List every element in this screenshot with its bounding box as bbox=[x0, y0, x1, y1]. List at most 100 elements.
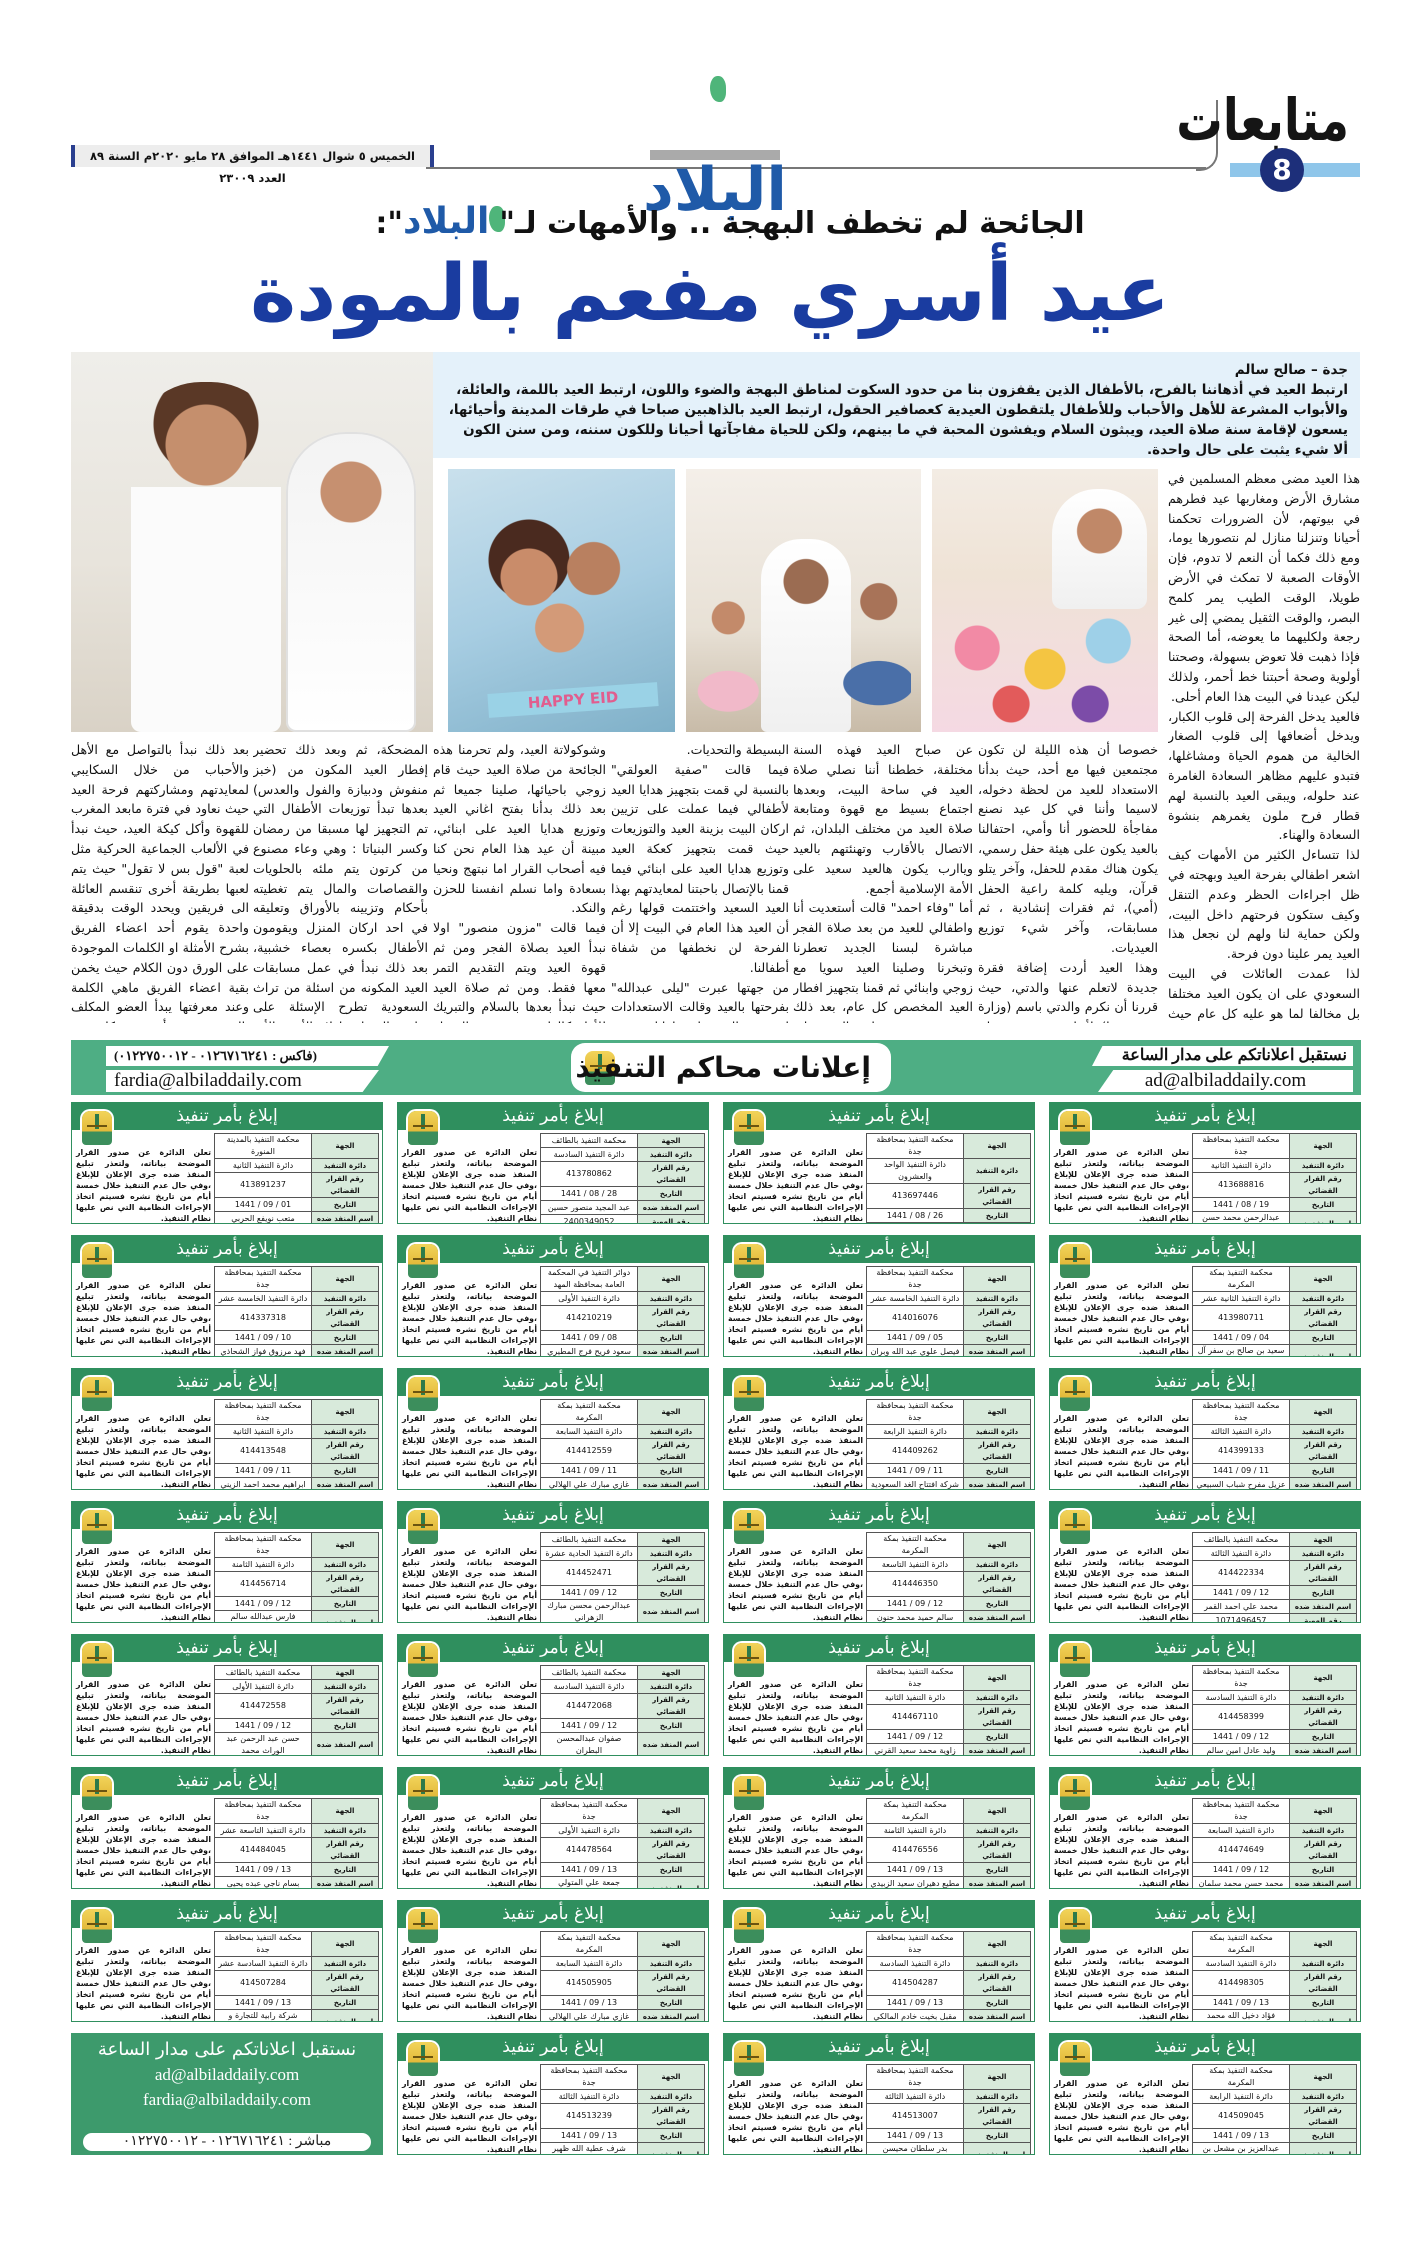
ad-table-row: اسم المنفذ ضده عبد المجيد منصور حسين bbox=[540, 1200, 705, 1215]
ad-field-value: 413688816 bbox=[1192, 1172, 1290, 1198]
ad-field-value: محكمة التنفيذ بالطائف bbox=[540, 1133, 638, 1148]
ad-body-text: تعلن الدائرة عن صدور القرار الموضحة بيان… bbox=[76, 1148, 211, 1223]
ad-field-label: الجهة bbox=[311, 1798, 379, 1824]
ad-field-value: دائرة التنفيذ السادسة عشر bbox=[214, 1956, 312, 1971]
ad-table-row: دائرة التنفيذ دائرة التنفيذ السادسة bbox=[866, 1956, 1031, 1971]
ad-field-value: 12 / 09 / 1441 bbox=[1192, 1729, 1290, 1744]
execution-notice-ad: إبلاغ بأمر تنفيذ الجهة محكمة التنفيذ بمكة … bbox=[1049, 1900, 1361, 2022]
paragraph: المضحكة، ثم وبعد ذلك تحضير إفطار العيد ا… bbox=[253, 742, 428, 1023]
ad-table-row: دائرة التنفيذ دائرة التنفيذ الثالثة bbox=[1192, 1546, 1357, 1561]
ad-field-value: 414484045 bbox=[214, 1837, 312, 1863]
justice-emblem-icon bbox=[408, 2042, 438, 2076]
ad-field-value: محكمة التنفيذ بمحافظة جدة bbox=[540, 2064, 638, 2090]
ad-field-value: 11 / 09 / 1441 bbox=[866, 1463, 964, 1478]
ad-field-value: فارس عبدالله سالم عبدالسلام bbox=[214, 1610, 312, 1622]
ad-field-label: رقم القرار القضائي bbox=[963, 1970, 1031, 1996]
ad-table-row: دائرة التنفيذ دائرة التنفيذ السادسة bbox=[1192, 1956, 1357, 1971]
justice-emblem-icon bbox=[1060, 1111, 1090, 1145]
ad-table-row: دائرة التنفيذ دائرة التنفيذ السادسة bbox=[1192, 1690, 1357, 1705]
ad-details-table: الجهة محكمة التنفيذ بمكة المكرمة دائرة الت… bbox=[1192, 1931, 1357, 2021]
ad-title: إبلاغ بأمر تنفيذ bbox=[398, 1502, 708, 1529]
map-leaf-icon bbox=[489, 206, 506, 232]
ad-table-row: رقم القرار القضائي 413891237 bbox=[214, 1172, 379, 1198]
ad-field-label: رقم القرار القضائي bbox=[963, 1183, 1031, 1209]
kicker-text: الجائحة لم تخطف البهجة .. والأمهات لـ" bbox=[499, 206, 1085, 241]
ad-field-label: دائرة التنفيذ bbox=[637, 2089, 705, 2104]
ad-details-table: الجهة محكمة التنفيذ بمحافظة جدة دائرة التن… bbox=[540, 2064, 705, 2154]
ad-field-value: حسن عبد الرحمن عبد الوراث محمد bbox=[214, 1732, 312, 1755]
ad-field-label: اسم المنفذ ضده bbox=[637, 1876, 705, 1888]
ad-title: إبلاغ بأمر تنفيذ bbox=[398, 1236, 708, 1263]
ad-field-value: محكمة التنفيذ بمحافظة جدة bbox=[866, 1931, 964, 1957]
ad-field-value: 414513007 bbox=[866, 2103, 964, 2129]
ad-table-row: اسم المنفذ ضده غازي مبارك علي الهلالي bbox=[540, 1477, 705, 1489]
ad-field-label: الجهة bbox=[963, 1133, 1031, 1159]
logo-text: البلاد bbox=[643, 155, 787, 225]
ad-field-label: الجهة bbox=[1289, 1532, 1357, 1547]
ad-field-value: جمعة علي المتولي الجوهري bbox=[540, 1876, 638, 1888]
ad-field-label: دائرة التنفيذ bbox=[1289, 1158, 1357, 1173]
ad-field-value: دائرة التنفيذ الأولى bbox=[214, 1679, 312, 1694]
banner-email-fardia[interactable]: fardia@albiladdaily.com bbox=[106, 1070, 379, 1092]
paragraph: عن صباح العيد فهذه السنة مختلفة، خططنا أ… bbox=[793, 742, 973, 896]
execution-notice-ad: إبلاغ بأمر تنفيذ الجهة محكمة التنفيذ بمكة … bbox=[397, 1900, 709, 2022]
banner-email-ads[interactable]: ad@albiladdaily.com bbox=[1098, 1070, 1353, 1092]
ad-table-row: دائرة التنفيذ دائرة التنفيذ السادسة bbox=[540, 1147, 705, 1162]
ad-field-label: الجهة bbox=[311, 1133, 379, 1159]
execution-notice-ad: إبلاغ بأمر تنفيذ الجهة محكمة التنفيذ بمكة … bbox=[723, 1501, 1035, 1623]
photo-eid-sweets bbox=[932, 469, 1158, 732]
ad-title: إبلاغ بأمر تنفيذ bbox=[72, 1103, 382, 1130]
ad-body-text: تعلن الدائرة عن صدور القرار الموضحة بيان… bbox=[1054, 1813, 1189, 1888]
ad-table-row: الجهة محكمة التنفيذ بمحافظة جدة bbox=[1192, 1133, 1357, 1159]
ad-field-value: زاوية محمد سعيد القرني bbox=[866, 1743, 964, 1755]
ad-field-label: اسم المنفذ ضده bbox=[637, 1599, 705, 1622]
ad-field-label: التاريخ bbox=[963, 1208, 1031, 1223]
ad-field-value: محكمة التنفيذ بمكة المكرمة bbox=[1192, 1931, 1290, 1957]
contact-email-fardia[interactable]: fardia@albiladdaily.com bbox=[143, 2090, 311, 2109]
ad-field-label: دائرة التنفيذ bbox=[1289, 1424, 1357, 1439]
justice-emblem-icon bbox=[734, 1244, 764, 1278]
ad-field-label: الجهة bbox=[637, 1798, 705, 1824]
ad-field-value: فهد مرزوق فواز الشحاذي bbox=[214, 1344, 312, 1356]
justice-emblem-icon bbox=[1060, 1377, 1090, 1411]
execution-notice-ad: إبلاغ بأمر تنفيذ الجهة محكمة التنفيذ بمحاف… bbox=[71, 1767, 383, 1889]
contact-email-ads[interactable]: ad@albiladdaily.com bbox=[154, 2065, 300, 2084]
ad-table-row: رقم القرار القضائي 414513239 bbox=[540, 2103, 705, 2129]
ad-body-text: تعلن الدائرة عن صدور القرار الموضحة بيان… bbox=[728, 1414, 863, 1489]
execution-notice-ad: إبلاغ بأمر تنفيذ الجهة محكمة التنفيذ بالطا… bbox=[397, 1501, 709, 1623]
ad-table-row: رقم القرار القضائي 414016076 bbox=[866, 1305, 1031, 1331]
execution-notice-ad: إبلاغ بأمر تنفيذ الجهة محكمة التنفيذ بالمد… bbox=[71, 1102, 383, 1224]
ad-details-table: الجهة محكمة التنفيذ بمحافظة جدة دائرة التن… bbox=[1192, 1665, 1357, 1755]
ad-field-label: اسم المنفذ ضده bbox=[311, 1610, 379, 1622]
ad-field-label: دائرة التنفيذ bbox=[311, 1424, 379, 1439]
ad-table-row: التاريخ 12 / 09 / 1441 bbox=[540, 1718, 705, 1733]
ad-table-row: رقم القرار القضائي 414452471 bbox=[540, 1560, 705, 1586]
ad-table-row: الجهة محكمة التنفيذ بمحافظة جدة bbox=[214, 1532, 379, 1558]
paragraph: وشوكولاتة العيد، ولم تحرمنا هذه الجائحة … bbox=[433, 742, 606, 916]
ad-details-table: الجهة محكمة التنفيذ بمكة المكرمة دائرة الت… bbox=[866, 1798, 1031, 1888]
ad-field-label: التاريخ bbox=[963, 1330, 1031, 1345]
execution-notice-ad: إبلاغ بأمر تنفيذ الجهة دوائر التنفيذ في ال… bbox=[397, 1235, 709, 1357]
ad-details-table: الجهة محكمة التنفيذ بالطائف دائرة التنفيذ د… bbox=[540, 1532, 705, 1622]
ad-field-value: دائرة التنفيذ الحادية عشرة bbox=[540, 1546, 638, 1561]
ad-table-row: الجهة محكمة التنفيذ بالطائف bbox=[540, 1665, 705, 1680]
ad-field-label: رقم القرار القضائي bbox=[311, 1305, 379, 1331]
ad-table-row: رقم القرار القضائي 414210219 bbox=[540, 1305, 705, 1331]
execution-notice-ad: إبلاغ بأمر تنفيذ الجهة محكمة التنفيذ بمحاف… bbox=[723, 1368, 1035, 1490]
ad-field-value: عبد المجيد منصور حسين bbox=[540, 1200, 638, 1215]
ad-field-label: الجهة bbox=[1289, 1266, 1357, 1292]
ad-table-row: الجهة محكمة التنفيذ بمحافظة جدة bbox=[214, 1931, 379, 1957]
ad-details-table: الجهة محكمة التنفيذ بمحافظة جدة دائرة التن… bbox=[540, 1798, 705, 1888]
ad-body-text: تعلن الدائرة عن صدور القرار الموضحة بيان… bbox=[728, 1813, 863, 1888]
ad-field-label: الجهة bbox=[311, 1399, 379, 1425]
ad-table-row: اسم المنفذ ضده سعود فريح فرج المطيري bbox=[540, 1344, 705, 1356]
ad-body-text: تعلن الدائرة عن صدور القرار الموضحة بيان… bbox=[1054, 1946, 1189, 2021]
ad-field-value: دائرة التنفيذ السادسة bbox=[1192, 1956, 1290, 1971]
byline: جدة – صالح سالم bbox=[1234, 362, 1348, 378]
ad-field-label: دائرة التنفيذ bbox=[311, 1291, 379, 1306]
ad-field-label: الجهة bbox=[637, 1133, 705, 1148]
ad-table-row: رقم القرار القضائي 414505905 bbox=[540, 1970, 705, 1996]
ad-field-value: مطيع دهيران سعيد الزبيدي bbox=[866, 1876, 964, 1888]
